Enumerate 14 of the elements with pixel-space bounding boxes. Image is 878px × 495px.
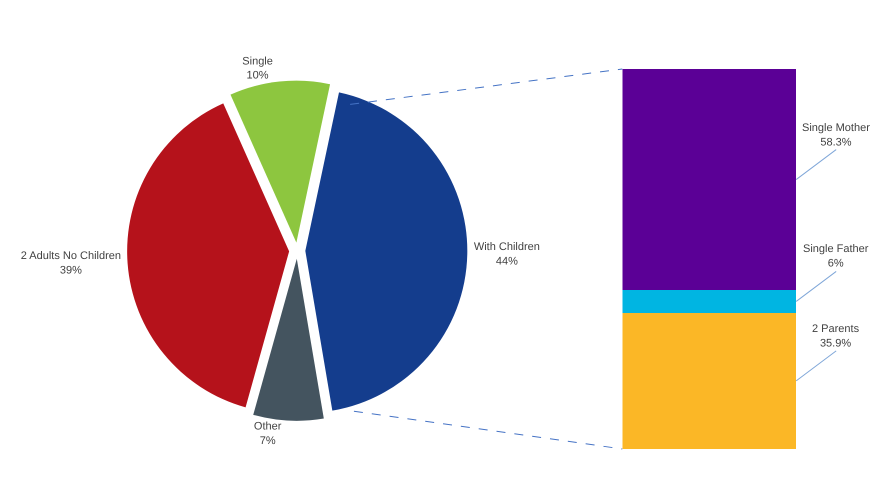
data-label: 6% <box>828 257 844 270</box>
data-label: 58.3% <box>820 136 852 148</box>
slice-label: With Children <box>474 241 540 254</box>
slice-label: Single <box>242 55 273 68</box>
data-label: 39% <box>60 264 82 276</box>
data-label: 44% <box>496 255 518 268</box>
slice-label: Other <box>254 420 282 433</box>
slice-label: 2 Adults No Children <box>20 250 121 262</box>
data-label: 10% <box>246 70 269 82</box>
series-label: Single Mother <box>802 122 870 134</box>
series-label: 2 Parents <box>812 323 860 335</box>
data-label: 7% <box>260 434 276 447</box>
data-label: 35.9% <box>820 337 852 350</box>
text: Single Father <box>803 243 869 255</box>
